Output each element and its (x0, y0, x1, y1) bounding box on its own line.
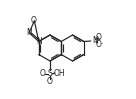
Text: N: N (92, 36, 98, 45)
Text: +: + (95, 36, 100, 41)
Text: O: O (31, 16, 37, 25)
Text: O: O (47, 77, 53, 86)
Text: -: - (100, 41, 102, 47)
Text: S: S (48, 69, 52, 79)
Text: O: O (96, 32, 102, 41)
Text: N: N (36, 37, 42, 46)
Text: OH: OH (53, 69, 65, 78)
Text: O: O (96, 40, 102, 49)
Text: O: O (40, 69, 46, 79)
Text: N: N (26, 28, 32, 37)
